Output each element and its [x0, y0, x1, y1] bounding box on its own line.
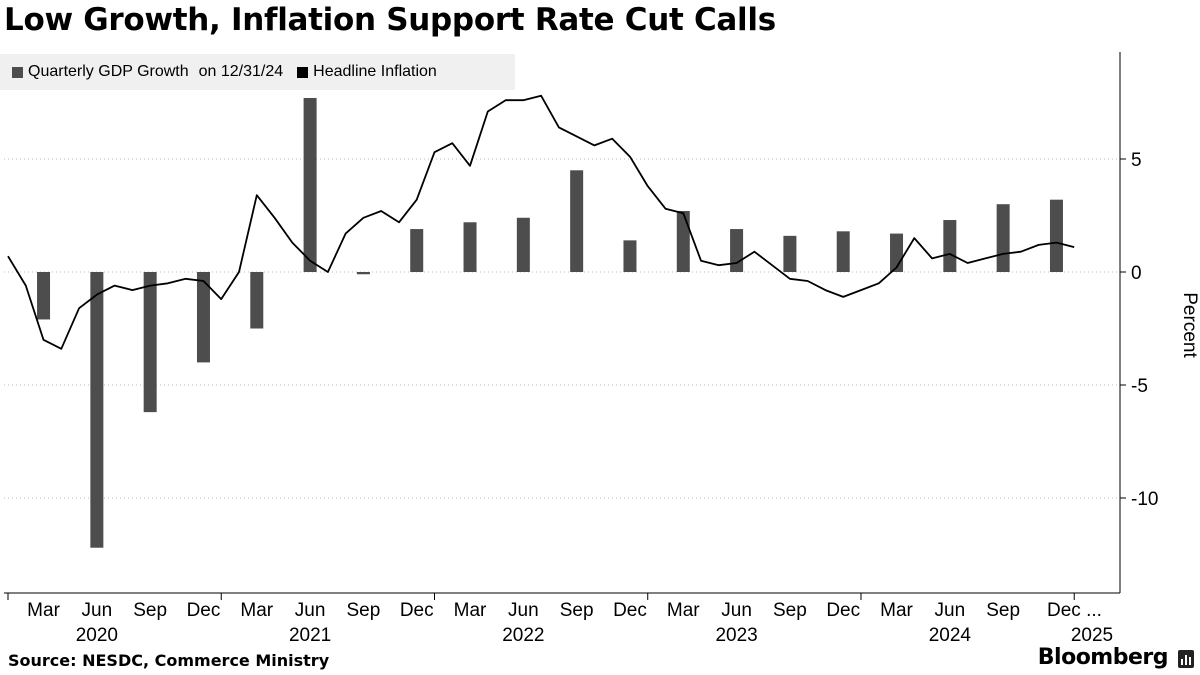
gdp-bar — [623, 240, 637, 272]
x-year-label: 2021 — [289, 625, 331, 646]
gdp-bar — [943, 220, 957, 272]
gdp-bar — [996, 204, 1010, 272]
x-tick-label: Dec — [400, 600, 434, 621]
x-tick-label: Jun — [82, 600, 113, 621]
gdp-bar — [570, 170, 584, 272]
x-tick-label: Sep — [347, 600, 381, 621]
gdp-bar — [783, 235, 797, 272]
gdp-bar — [1049, 199, 1063, 272]
x-tick-label: Dec — [187, 600, 221, 621]
x-tick-label: Mar — [27, 600, 60, 621]
x-year-label: 2023 — [715, 625, 757, 646]
x-tick-label: Mar — [880, 600, 913, 621]
x-tick-label: Mar — [454, 600, 487, 621]
legend-item-gdp: Quarterly GDP Growth on 12/31/24 — [0, 63, 283, 81]
x-year-label: 2024 — [929, 625, 972, 646]
y-tick-label: -5 — [1131, 376, 1148, 397]
x-tick-label: Dec — [826, 600, 860, 621]
y-axis-title: Percent — [1179, 292, 1200, 358]
gdp-bar — [250, 272, 264, 329]
gdp-bar — [410, 229, 424, 272]
inflation-line — [7, 94, 1075, 350]
x-tick-label: Mar — [240, 600, 273, 621]
x-tick-label: Dec — [613, 600, 647, 621]
legend-label-gdp: Quarterly GDP Growth — [28, 63, 189, 80]
x-year-label: 2020 — [76, 625, 118, 646]
gdp-bar — [303, 97, 317, 272]
x-tick-label: Sep — [986, 600, 1020, 621]
y-tick-label: -10 — [1131, 489, 1158, 510]
x-tick-label: Mar — [667, 600, 700, 621]
x-year-label: 2025 — [1071, 625, 1113, 646]
legend: Quarterly GDP Growth on 12/31/24 Headlin… — [0, 54, 515, 90]
gdp-bar — [463, 222, 477, 272]
legend-swatch-inflation — [297, 66, 309, 78]
source-note: Source: NESDC, Commerce Ministry — [8, 651, 330, 670]
x-tick-label: Jun — [721, 600, 752, 621]
y-tick-label: 0 — [1131, 263, 1142, 284]
x-tick-label: Jun — [295, 600, 326, 621]
x-year-label: 2022 — [502, 625, 544, 646]
x-tick-label: Sep — [133, 600, 167, 621]
x-tick-label: Sep — [560, 600, 594, 621]
legend-label-inflation: Headline Inflation — [313, 63, 437, 80]
x-tick-label: Jun — [935, 600, 966, 621]
legend-note-gdp: on 12/31/24 — [198, 63, 284, 80]
x-tick-label: Sep — [773, 600, 807, 621]
gdp-bar — [90, 272, 104, 548]
gdp-bar — [37, 272, 51, 320]
bloomberg-logo: Bloomberg — [1037, 645, 1169, 670]
gdp-bar — [730, 229, 744, 272]
bloomberg-mark-icon — [1178, 650, 1194, 668]
gdp-bar — [143, 272, 157, 413]
y-tick-label: 5 — [1131, 150, 1142, 171]
legend-swatch-gdp — [12, 66, 23, 78]
x-tick-label: Dec ... — [1047, 600, 1102, 621]
gdp-bar — [516, 217, 530, 272]
gdp-bar — [356, 272, 370, 275]
x-tick-label: Jun — [508, 600, 539, 621]
chart-title: Low Growth, Inflation Support Rate Cut C… — [4, 2, 776, 38]
gdp-bar — [196, 272, 210, 363]
legend-item-inflation: Headline Inflation — [283, 63, 437, 81]
gdp-bar — [836, 231, 850, 272]
gdp-bar — [676, 210, 690, 272]
